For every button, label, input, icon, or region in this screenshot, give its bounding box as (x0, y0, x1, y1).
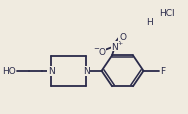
Text: HO: HO (2, 67, 16, 76)
Text: O: O (119, 32, 126, 41)
Text: +: + (117, 41, 123, 46)
Text: HCl: HCl (159, 9, 174, 18)
Text: F: F (161, 67, 166, 76)
Text: N: N (111, 42, 118, 51)
Text: N: N (48, 67, 55, 76)
Text: N: N (83, 67, 90, 76)
Text: −: − (93, 46, 99, 52)
Text: O: O (98, 47, 105, 56)
Text: H: H (146, 18, 153, 27)
